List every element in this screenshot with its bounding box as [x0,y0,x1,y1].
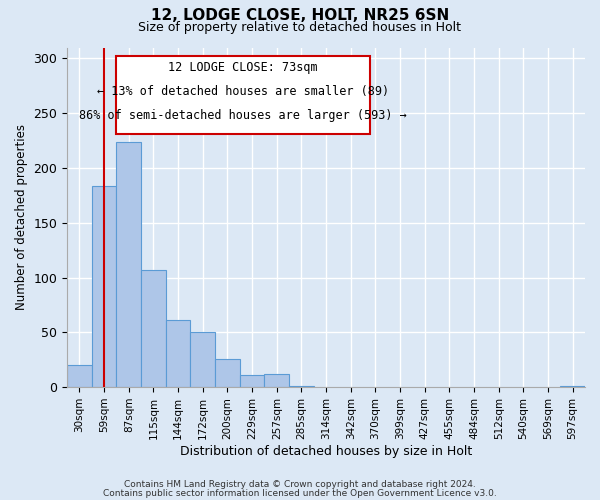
Bar [141,270,166,387]
Bar [166,320,190,387]
Bar [190,332,215,387]
Text: ← 13% of detached houses are smaller (89): ← 13% of detached houses are smaller (89… [97,85,389,98]
Text: Contains HM Land Registry data © Crown copyright and database right 2024.: Contains HM Land Registry data © Crown c… [124,480,476,489]
Bar [265,374,289,387]
Text: 86% of semi-detached houses are larger (593) →: 86% of semi-detached houses are larger (… [79,108,407,122]
Bar [560,386,585,387]
Bar [240,375,265,387]
FancyBboxPatch shape [116,56,370,134]
Text: 12 LODGE CLOSE: 73sqm: 12 LODGE CLOSE: 73sqm [169,61,318,74]
Y-axis label: Number of detached properties: Number of detached properties [15,124,28,310]
Bar [215,358,240,387]
Text: Size of property relative to detached houses in Holt: Size of property relative to detached ho… [139,21,461,34]
Bar [289,386,314,387]
Bar [67,365,92,387]
Bar [92,186,116,387]
Bar [116,142,141,387]
X-axis label: Distribution of detached houses by size in Holt: Distribution of detached houses by size … [180,444,472,458]
Text: Contains public sector information licensed under the Open Government Licence v3: Contains public sector information licen… [103,489,497,498]
Text: 12, LODGE CLOSE, HOLT, NR25 6SN: 12, LODGE CLOSE, HOLT, NR25 6SN [151,8,449,22]
